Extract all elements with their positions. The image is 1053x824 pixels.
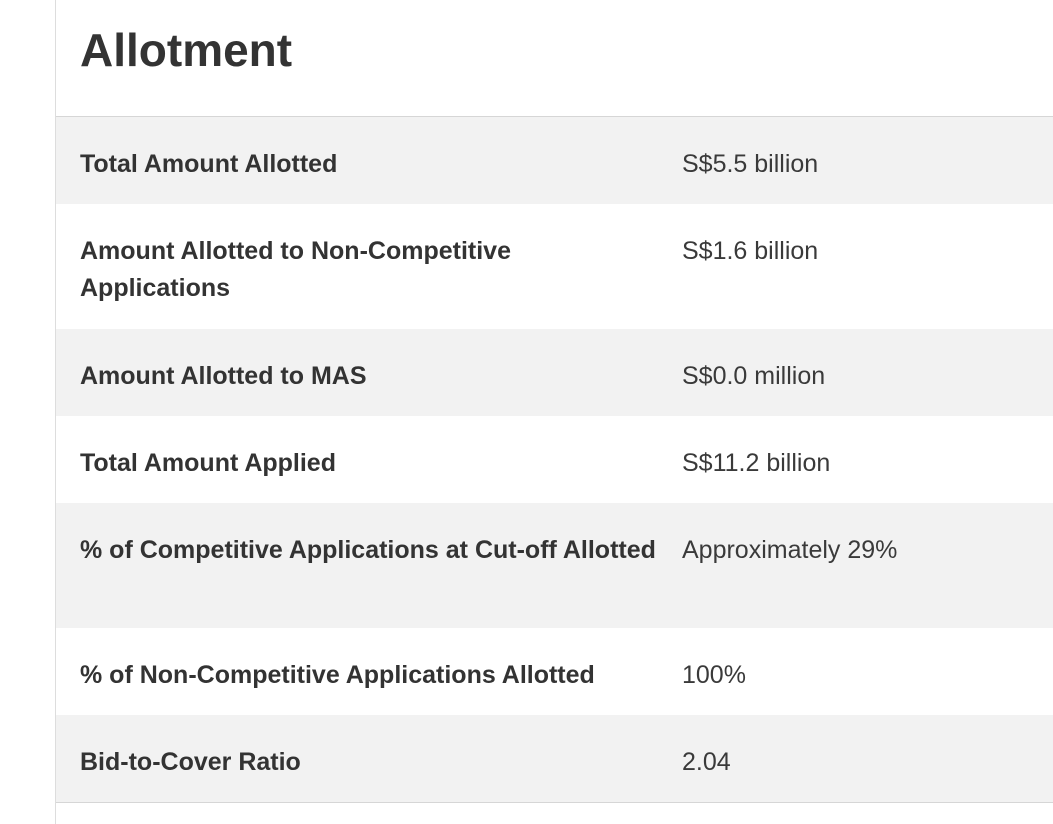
table-row-total-amount-allotted: Total Amount Allotted S$5.5 billion: [56, 117, 1053, 204]
table-row-bid-to-cover: Bid-to-Cover Ratio 2.04: [56, 715, 1053, 803]
allotment-section: Allotment Total Amount Allotted S$5.5 bi…: [56, 0, 1053, 803]
row-label: Amount Allotted to Non-Competitive Appli…: [80, 237, 511, 302]
row-value: 2.04: [681, 715, 1053, 803]
allotment-table: Total Amount Allotted S$5.5 billion Amou…: [56, 117, 1053, 803]
table-row-allotted-to-mas: Amount Allotted to MAS S$0.0 million: [56, 329, 1053, 416]
row-label: Bid-to-Cover Ratio: [56, 715, 681, 803]
section-title: Allotment: [56, 0, 1053, 117]
table-row-total-amount-applied: Total Amount Applied S$11.2 billion: [56, 416, 1053, 503]
row-label: Total Amount Allotted: [80, 150, 338, 178]
row-label: Amount Allotted to MAS: [80, 362, 367, 390]
table-row-non-competitive-allotted: Amount Allotted to Non-Competitive Appli…: [56, 204, 1053, 329]
row-value: S$11.2 billion: [682, 449, 831, 477]
row-label: % of Competitive Applications at Cut-off…: [80, 536, 656, 564]
row-value: S$5.5 billion: [682, 150, 819, 178]
row-label: Total Amount Applied: [80, 449, 336, 477]
row-value: S$0.0 million: [682, 362, 826, 390]
left-border-divider: [55, 0, 56, 824]
row-value: S$1.6 billion: [682, 237, 819, 265]
row-value: 100%: [682, 661, 746, 689]
table-row-non-competitive-percent: % of Non-Competitive Applications Allott…: [56, 628, 1053, 715]
row-value: Approximately 29%: [682, 536, 898, 564]
row-label: % of Non-Competitive Applications Allott…: [80, 661, 595, 689]
table-row-competitive-cutoff-allotted: % of Competitive Applications at Cut-off…: [56, 503, 1053, 628]
